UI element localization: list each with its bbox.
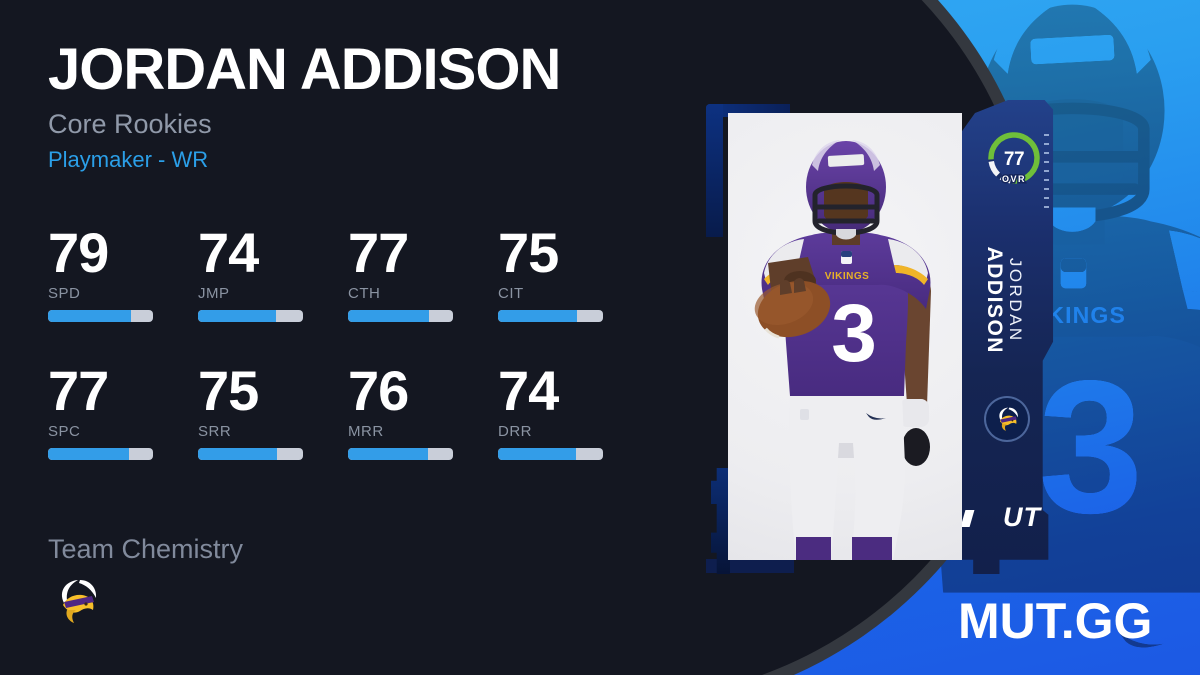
stat-bar-fill [498, 310, 577, 323]
stat-value: 77 [348, 221, 409, 284]
team-chemistry-section: Team Chemistry [48, 534, 243, 630]
stat-cell: 74 DRR [498, 359, 603, 461]
stat-label: SPC [48, 423, 81, 441]
stat-bar-fill [48, 310, 131, 323]
stat-value: 75 [498, 221, 559, 284]
archetype-position: Playmaker - WR [48, 146, 209, 172]
card-player-name: JORDAN ADDISON [960, 204, 1048, 396]
stat-value: 74 [498, 359, 559, 423]
ovr-value: 77 [1004, 149, 1024, 170]
stat-bar [198, 310, 303, 323]
stat-bar [198, 448, 303, 461]
vikings-logo-icon[interactable] [52, 577, 100, 625]
stat-cell: 79 SPD [48, 221, 153, 323]
stat-value: 75 [198, 359, 259, 423]
stat-bar-fill [48, 448, 129, 461]
stat-label: JMP [198, 285, 230, 303]
player-card-photo [728, 113, 962, 560]
stat-bar [348, 310, 453, 323]
stat-value: 74 [198, 221, 259, 284]
stat-cell: 77 SPC [48, 359, 153, 461]
stat-bar-fill [498, 448, 576, 461]
vikings-badge-icon [994, 406, 1020, 432]
stat-bar [348, 448, 453, 461]
stat-bar-fill [198, 310, 276, 323]
mutgg-logo[interactable]: MUT.GG [958, 593, 1153, 649]
ovr-label: OVR [1002, 174, 1026, 184]
stat-bar [498, 310, 603, 323]
program-name: Core Rookies [48, 108, 212, 139]
stat-bar-fill [348, 448, 428, 461]
stat-cell: 75 SRR [198, 359, 303, 461]
card-frame-left [706, 104, 723, 237]
stat-bar [48, 448, 153, 461]
stat-label: CIT [498, 285, 524, 303]
stat-label: MRR [348, 423, 384, 441]
player-header: JORDAN ADDISON Core Rookies Playmaker - … [48, 37, 561, 173]
ovr-gauge: 77 OVR [988, 132, 1040, 186]
background-dark-panel [0, 0, 600, 675]
team-chemistry-title: Team Chemistry [48, 534, 244, 564]
stat-label: DRR [498, 423, 532, 441]
stat-bar-fill [348, 310, 429, 323]
stat-bar-fill [198, 448, 277, 461]
stat-cell: 75 CIT [498, 221, 603, 323]
stat-value: 77 [48, 359, 109, 423]
card-ut-label: UT [1003, 502, 1041, 532]
stat-cell: 74 JMP [198, 221, 303, 323]
stat-cell: 77 CTH [348, 221, 453, 323]
stat-bar [48, 310, 153, 323]
page-title: JORDAN ADDISON [48, 37, 561, 102]
stat-bar [498, 448, 603, 461]
player-card-spine: 77 OVR JORDAN ADDISON UT [960, 100, 1054, 574]
card-frame-bottom-left [711, 468, 730, 574]
player-photo-art [728, 113, 962, 560]
stat-label: SPD [48, 285, 81, 303]
stat-label: CTH [348, 285, 381, 303]
stats-grid: 79 SPD 74 JMP 77 CTH 75 CIT 77 SPC [48, 221, 603, 461]
card-team-badge [984, 396, 1030, 442]
stat-value: 76 [348, 359, 409, 423]
stat-cell: 76 MRR [348, 359, 453, 461]
stat-label: SRR [198, 423, 232, 441]
card-first-name: JORDAN [1006, 257, 1026, 343]
card-last-name: ADDISON [983, 246, 1007, 354]
spine-tick-marks [1044, 134, 1049, 214]
stat-value: 79 [48, 221, 109, 284]
